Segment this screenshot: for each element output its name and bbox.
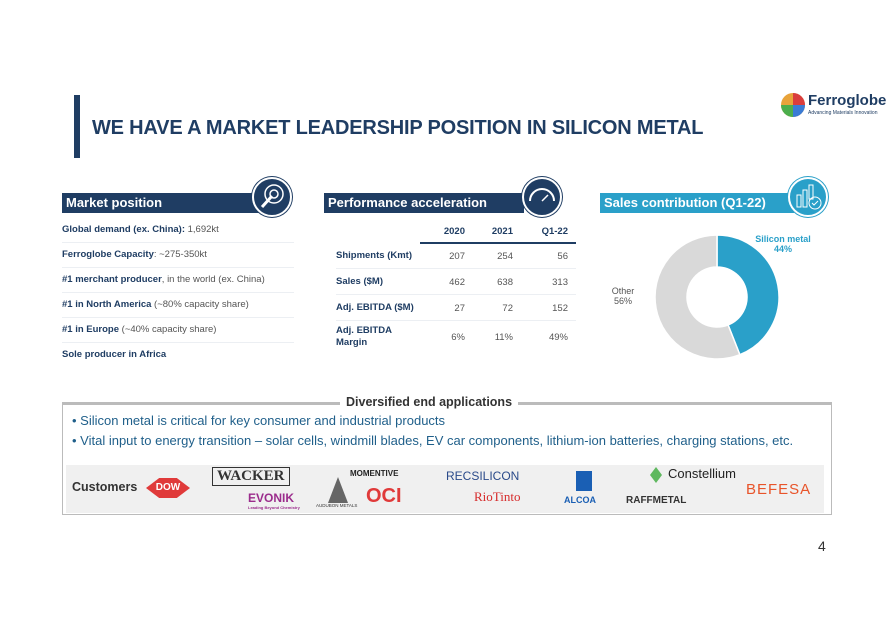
speedometer-icon [522, 177, 562, 217]
cell-value: 313 [552, 276, 568, 288]
befesa-logo: BEFESA [746, 481, 812, 498]
table-row: Shipments (Kmt) 207 254 56 [336, 244, 576, 269]
table-row: Adj. EBITDA ($M) 27 72 152 [336, 296, 576, 321]
sales-header: Sales contribution (Q1-22) [600, 193, 794, 213]
market-position-item: Ferroglobe Capacity: ~275-350kt [62, 243, 294, 268]
item-detail: : ~275-350kt [153, 249, 207, 260]
diversified-header: Diversified end applications [340, 395, 519, 409]
donut-slice-other [654, 234, 741, 360]
row-label: Shipments (Kmt) [336, 250, 412, 261]
logo-tagline: Advancing Materials Innovation [808, 110, 878, 116]
evonik-logo: EVONIK [248, 491, 295, 505]
item-highlight: Sole producer in Africa [62, 349, 167, 360]
slice-label-other: Other 56% [606, 286, 640, 306]
wacker-logo: WACKER [212, 467, 290, 486]
recsilicon-logo: RECSILICON [446, 469, 520, 483]
market-position-item: #1 in North America (~80% capacity share… [62, 293, 294, 318]
slice-label-silicon: Silicon metal 44% [748, 234, 818, 254]
cell-value: 152 [552, 302, 568, 314]
cell-value: 49% [548, 331, 568, 343]
market-position-item: Sole producer in Africa [62, 343, 294, 368]
cell-value: 462 [449, 276, 465, 288]
alcoa-logo: ALCOA [564, 495, 596, 505]
table-row: Adj. EBITDA Margin 6% 11% 49% [336, 322, 576, 352]
col-header: Q1-22 [541, 226, 568, 237]
cell-value: 72 [502, 302, 513, 314]
slice-name: Other [611, 286, 635, 296]
title-accent-bar [74, 95, 80, 158]
performance-table-header: 2020 2021 Q1-22 [420, 226, 576, 244]
item-detail: (~40% capacity share) [119, 324, 217, 335]
evonik-tagline: Leading Beyond Chemistry [248, 505, 300, 510]
cell-value: 6% [451, 331, 465, 343]
item-highlight: Global demand (ex. China): [62, 224, 185, 235]
col-header: 2020 [443, 226, 465, 237]
ferroglobe-logo-icon [781, 93, 805, 117]
row-label: Adj. EBITDA Margin [336, 325, 392, 348]
item-highlight: #1 in North America [62, 299, 152, 310]
sales-donut-chart [654, 234, 780, 360]
market-position-list: Global demand (ex. China): 1,692kt Ferrog… [62, 218, 294, 368]
cell-value: 638 [497, 276, 513, 288]
constellium-mark-icon [650, 467, 662, 483]
constellium-logo: Constellium [668, 466, 736, 481]
market-position-item: #1 in Europe (~40% capacity share) [62, 318, 294, 343]
market-position-header: Market position [62, 193, 262, 213]
item-highlight: #1 in Europe [62, 324, 120, 335]
item-detail: (~80% capacity share) [151, 299, 249, 310]
slice-value: 56% [613, 296, 632, 306]
market-position-item: #1 merchant producer, in the world (ex. … [62, 268, 294, 293]
diversified-box [62, 403, 832, 515]
cell-value: 11% [494, 331, 513, 343]
target-icon [252, 177, 292, 217]
riotinto-logo: RioTinto [474, 489, 521, 504]
raffmetal-logo: RAFFMETAL [626, 495, 687, 506]
cell-value: 27 [454, 302, 465, 314]
cell-value: 207 [449, 250, 465, 262]
slice-value: 44% [773, 244, 792, 254]
cell-value: 56 [557, 250, 568, 262]
audubon-logo: AUDUBON METALS [316, 503, 358, 508]
alcoa-mark-icon [576, 471, 592, 491]
bullet-item: • Silicon metal is critical for key cons… [72, 413, 446, 428]
oci-logo: OCI [366, 485, 402, 507]
table-row: Sales ($M) 462 638 313 [336, 270, 576, 295]
item-detail: , in the world (ex. China) [161, 274, 265, 285]
page-number: 4 [818, 538, 826, 554]
item-highlight: #1 merchant producer [62, 274, 162, 285]
dow-logo: DOW [146, 478, 190, 498]
cell-value: 254 [497, 250, 513, 262]
item-highlight: Ferroglobe Capacity [62, 249, 154, 260]
slice-name: Silicon metal [755, 234, 811, 244]
logo-name: Ferroglobe [808, 92, 887, 109]
donut-slice-silicon-metal [716, 234, 780, 356]
item-detail: 1,692kt [185, 224, 219, 235]
bullet-item: • Vital input to energy transition – sol… [72, 433, 794, 448]
performance-header: Performance acceleration [324, 193, 524, 213]
bar-chart-check-icon [788, 177, 828, 217]
page-title: WE HAVE A MARKET LEADERSHIP POSITION IN … [92, 117, 704, 139]
customers-label: Customers [72, 480, 138, 494]
col-header: 2021 [491, 226, 513, 237]
momentive-logo: MOMENTIVE [350, 469, 399, 478]
row-label: Adj. EBITDA ($M) [336, 302, 414, 313]
market-position-item: Global demand (ex. China): 1,692kt [62, 218, 294, 243]
audubon-mark-icon [328, 477, 348, 503]
row-label: Sales ($M) [336, 276, 383, 287]
customers-strip: Customers DOW WACKER EVONIK Leading Beyo… [66, 465, 824, 513]
